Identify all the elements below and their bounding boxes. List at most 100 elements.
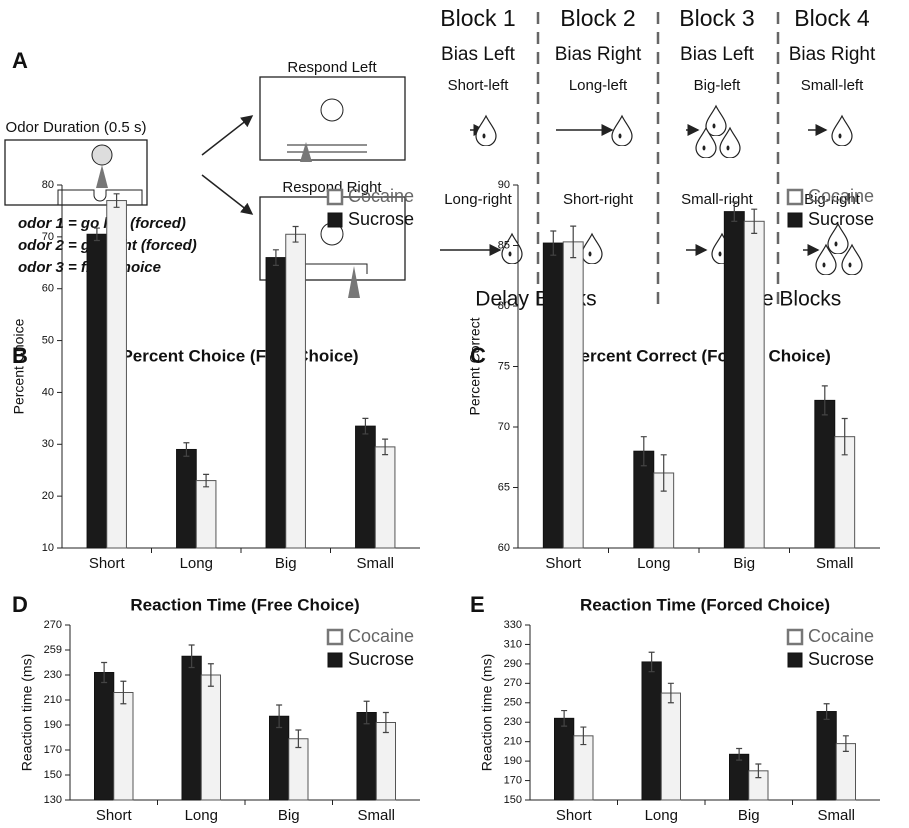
y-tick-label: 10 bbox=[42, 542, 54, 554]
x-tick-label: Short bbox=[545, 555, 582, 572]
label: Odor Duration (0.5 s) bbox=[6, 119, 147, 136]
bar bbox=[817, 712, 836, 800]
bar bbox=[724, 212, 744, 548]
drop bbox=[476, 116, 496, 146]
legend-swatch bbox=[788, 653, 802, 667]
y-tick-label: 80 bbox=[42, 179, 54, 191]
x-tick-label: Big bbox=[278, 807, 300, 824]
y-tick-label: 90 bbox=[498, 179, 510, 191]
x-tick-label: Short bbox=[96, 807, 133, 824]
y-tick-label: 70 bbox=[42, 231, 54, 243]
x-tick-label: Small bbox=[356, 555, 394, 572]
y-tick-label: 75 bbox=[498, 360, 510, 372]
bar bbox=[642, 662, 661, 800]
outcome-label: Big-left bbox=[694, 77, 742, 94]
bar bbox=[375, 447, 395, 548]
x-tick-label: Short bbox=[89, 555, 126, 572]
rule: odor 1 = go left (forced) bbox=[18, 215, 186, 232]
y-tick-label: 190 bbox=[504, 755, 522, 767]
block-bias: Bias Left bbox=[680, 44, 755, 65]
chart: D Reaction Time (Free Choice) Reaction tim… bbox=[12, 592, 420, 824]
chart-title: Percent Choice (Free Choice) bbox=[121, 346, 358, 365]
y-tick-label: 65 bbox=[498, 481, 510, 493]
y-tick-label: 230 bbox=[44, 669, 62, 681]
bar bbox=[114, 693, 133, 801]
bar bbox=[196, 481, 216, 548]
outcome-label: Long-right bbox=[444, 191, 512, 208]
drop bbox=[612, 116, 632, 146]
x-tick-label: Small bbox=[817, 807, 855, 824]
legend-swatch bbox=[328, 190, 342, 204]
block-bias: Bias Right bbox=[555, 44, 642, 65]
block-title: Block 2 bbox=[560, 5, 635, 31]
legend-label: Sucrose bbox=[348, 649, 414, 669]
bar bbox=[266, 258, 286, 548]
outcome-label: Short-right bbox=[563, 191, 634, 208]
bar bbox=[730, 754, 749, 800]
x-tick-label: Long bbox=[645, 807, 678, 824]
y-tick-label: 270 bbox=[504, 677, 522, 689]
x-tick-label: Small bbox=[816, 555, 854, 572]
odor-port bbox=[92, 145, 112, 165]
y-tick-label: 170 bbox=[504, 774, 522, 786]
x-tick-label: Long bbox=[637, 555, 670, 572]
panel-letter: E bbox=[470, 592, 485, 617]
y-tick-label: 150 bbox=[504, 794, 522, 806]
block-title: Block 1 bbox=[440, 5, 515, 31]
panel-letter: D bbox=[12, 592, 28, 617]
y-axis-label: Reaction time (ms) bbox=[479, 654, 495, 771]
bar bbox=[286, 234, 306, 548]
y-tick-label: 70 bbox=[498, 421, 510, 433]
legend-label: Sucrose bbox=[808, 209, 874, 229]
bar bbox=[95, 673, 114, 801]
y-tick-label: 60 bbox=[42, 283, 54, 295]
y-tick-label: 290 bbox=[504, 658, 522, 670]
y-tick-label: 330 bbox=[504, 619, 522, 631]
bar bbox=[201, 675, 220, 800]
bar bbox=[376, 723, 395, 801]
y-tick-label: 40 bbox=[42, 386, 54, 398]
bar bbox=[543, 243, 563, 548]
bar bbox=[661, 693, 680, 800]
x-tick-label: Big bbox=[738, 807, 760, 824]
block-title: Block 4 bbox=[794, 5, 870, 31]
arrow bbox=[202, 116, 252, 155]
bar bbox=[574, 736, 593, 800]
bar bbox=[182, 656, 201, 800]
y-tick-label: 85 bbox=[498, 239, 510, 251]
odor-port bbox=[321, 99, 343, 121]
bar bbox=[357, 713, 376, 801]
y-tick-label: 270 bbox=[44, 619, 62, 631]
outcome-label: Short-left bbox=[448, 77, 510, 94]
legend-label: Cocaine bbox=[808, 186, 874, 206]
outcome-label: Small-right bbox=[681, 191, 754, 208]
legend-label: Sucrose bbox=[808, 649, 874, 669]
y-axis-label: Reaction time (ms) bbox=[19, 654, 35, 771]
outcome-label: Small-left bbox=[801, 77, 864, 94]
legend-swatch bbox=[788, 213, 802, 227]
y-tick-label: 20 bbox=[42, 490, 54, 502]
label: Respond Left bbox=[287, 59, 377, 76]
bar bbox=[563, 242, 583, 548]
arrow bbox=[202, 175, 252, 214]
bar bbox=[555, 718, 574, 800]
y-tick-label: 60 bbox=[498, 542, 510, 554]
legend-label: Cocaine bbox=[348, 626, 414, 646]
y-tick-label: 50 bbox=[42, 334, 54, 346]
y-tick-label: 310 bbox=[504, 638, 522, 650]
chart-title: Reaction Time (Free Choice) bbox=[130, 595, 359, 614]
drop bbox=[582, 234, 602, 264]
block-bias: Bias Left bbox=[441, 44, 516, 65]
arena bbox=[5, 140, 147, 205]
y-tick-label: 130 bbox=[44, 794, 62, 806]
figure: A Odor Duration (0.5 s) odor 1 = go left… bbox=[0, 0, 909, 828]
legend-label: Cocaine bbox=[808, 626, 874, 646]
legend-swatch bbox=[328, 213, 342, 227]
x-tick-label: Long bbox=[185, 807, 218, 824]
legend-swatch bbox=[328, 630, 342, 644]
bar bbox=[107, 201, 127, 548]
y-tick-label: 210 bbox=[504, 736, 522, 748]
drop bbox=[706, 106, 726, 136]
y-tick-label: 170 bbox=[44, 744, 62, 756]
